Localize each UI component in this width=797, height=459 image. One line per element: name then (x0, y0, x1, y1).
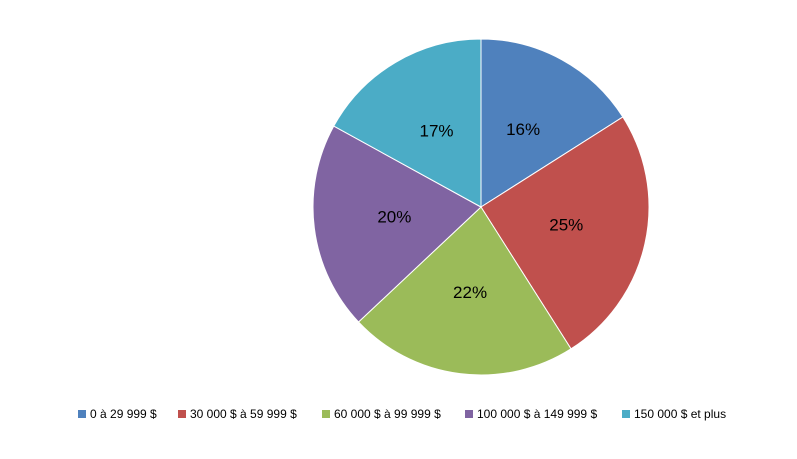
pie-slice (312, 125, 482, 323)
legend-label: 100 000 $ à 149 999 $ (477, 407, 597, 421)
legend-swatch (622, 410, 630, 418)
data-label: 20% (377, 207, 411, 226)
data-label: 16% (506, 120, 540, 139)
legend-label: 30 000 $ à 59 999 $ (190, 407, 297, 421)
pie-slice (333, 38, 482, 208)
pie-slice (357, 206, 572, 376)
legend-swatch (322, 410, 330, 418)
data-label: 25% (549, 216, 583, 235)
legend-label: 0 à 29 999 $ (90, 407, 157, 421)
data-label: 17% (420, 121, 454, 140)
legend-swatch (465, 410, 473, 418)
legend-label: 60 000 $ à 99 999 $ (334, 407, 441, 421)
legend-swatch (78, 410, 86, 418)
pie-slice (480, 38, 624, 208)
legend-label: 150 000 $ et plus (634, 407, 726, 421)
legend-swatch (178, 410, 186, 418)
pie-slice (480, 116, 650, 350)
data-label: 22% (453, 283, 487, 302)
